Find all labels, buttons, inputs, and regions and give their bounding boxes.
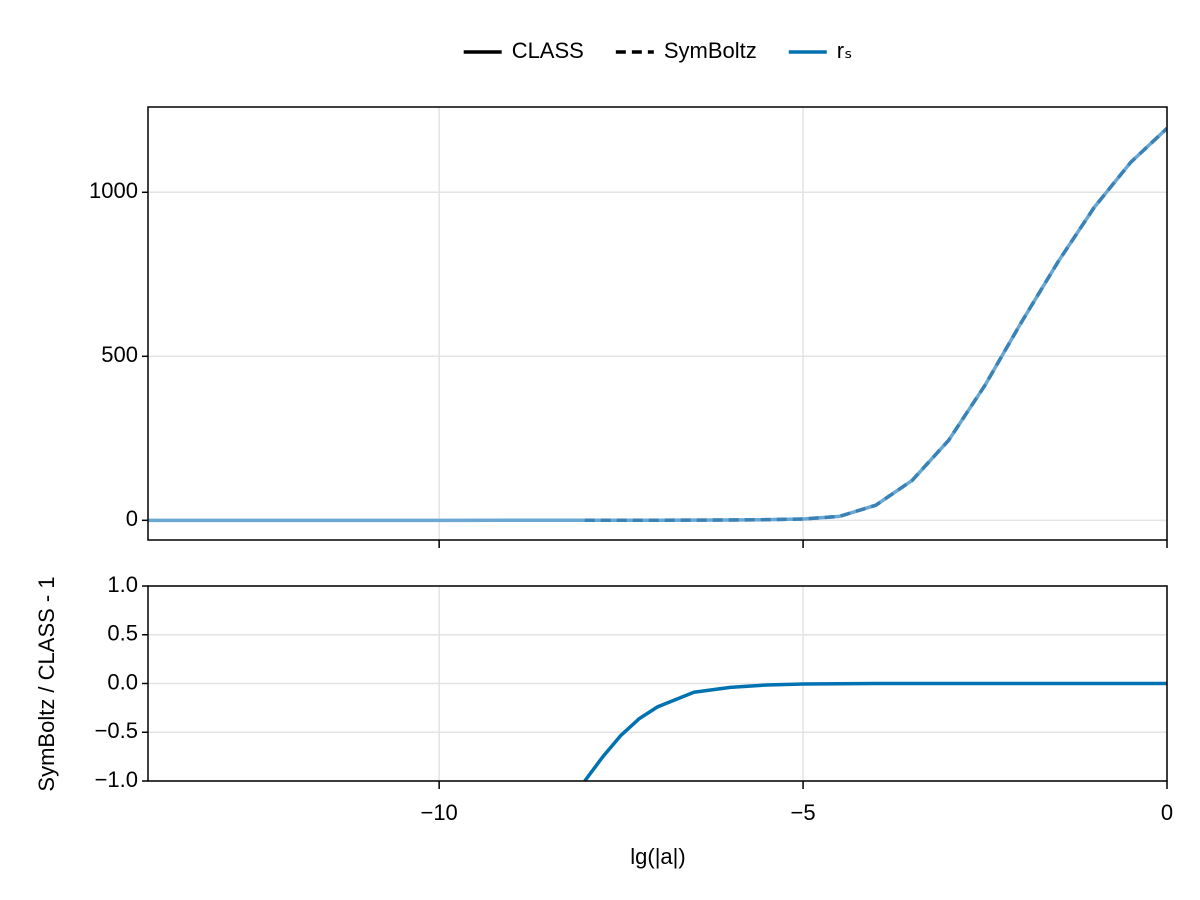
y-tick-label: −1.0 <box>95 767 138 792</box>
legend-label: CLASS <box>512 38 584 63</box>
plot-frame <box>147 585 1168 782</box>
y-tick-label: 0 <box>126 506 138 531</box>
data-line <box>584 127 1167 523</box>
legend-label: rₛ <box>837 38 853 63</box>
y-tick-label: 0.5 <box>107 621 138 646</box>
y-axis-label: SymBoltz / CLASS - 1 <box>34 576 59 791</box>
y-tick-label: 500 <box>101 342 138 367</box>
x-tick-label: 0 <box>1161 800 1173 825</box>
x-axis-label: lg(|a|) <box>630 844 685 869</box>
data-line <box>583 681 1167 781</box>
y-tick-label: 1.0 <box>107 572 138 597</box>
y-tick-label: 0.0 <box>107 669 138 694</box>
x-tick-label: −10 <box>420 800 457 825</box>
plot-frame <box>147 106 1168 541</box>
legend-label: SymBoltz <box>664 38 757 63</box>
x-tick-label: −5 <box>791 800 816 825</box>
legend: CLASS SymBoltz rₛ <box>463 38 853 63</box>
y-tick-label: −0.5 <box>95 718 138 743</box>
y-tick-label: 1000 <box>89 178 138 203</box>
data-line <box>148 127 1167 523</box>
